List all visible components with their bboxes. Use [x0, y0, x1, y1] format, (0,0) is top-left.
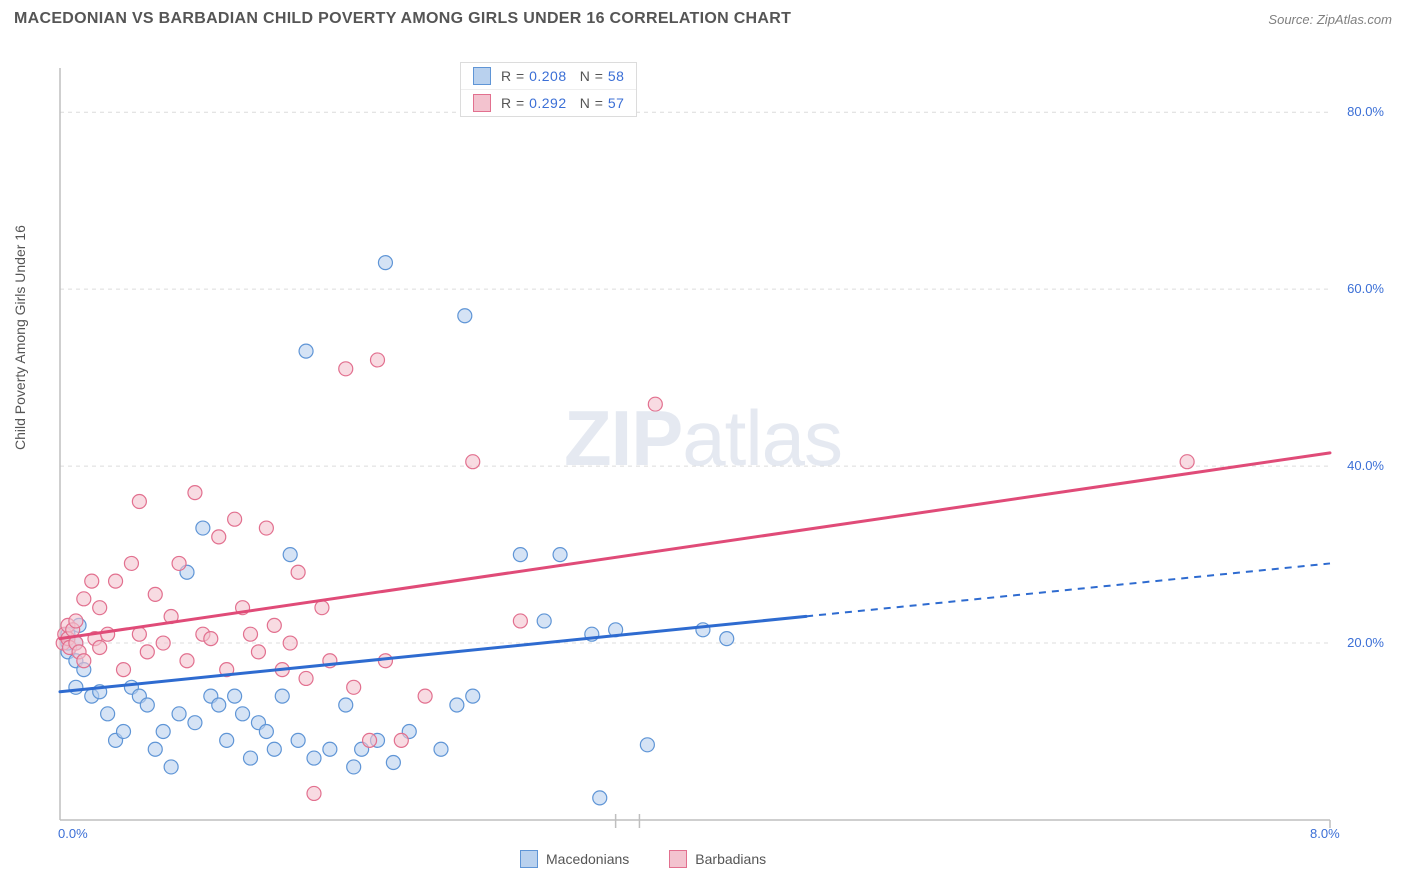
y-tick-label: 20.0% — [1347, 635, 1384, 650]
legend-label: Macedonians — [546, 851, 629, 867]
stats-text: R = 0.208 N = 58 — [501, 68, 624, 84]
legend-swatch — [473, 67, 491, 85]
source-attribution: Source: ZipAtlas.com — [1268, 12, 1392, 27]
x-tick-label: 8.0% — [1310, 826, 1340, 841]
legend-swatch — [520, 850, 538, 868]
chart-title: MACEDONIAN VS BARBADIAN CHILD POVERTY AM… — [14, 10, 791, 28]
source-link[interactable]: ZipAtlas.com — [1317, 12, 1392, 27]
y-axis-label: Child Poverty Among Girls Under 16 — [12, 225, 28, 450]
stats-row: R = 0.292 N = 57 — [461, 89, 636, 116]
legend-swatch — [669, 850, 687, 868]
chart-area: 20.0% 40.0% 60.0% 80.0% 0.0% 8.0% — [50, 60, 1390, 840]
stats-text: R = 0.292 N = 57 — [501, 95, 624, 111]
x-tick-label: 0.0% — [58, 826, 88, 841]
y-tick-label: 80.0% — [1347, 104, 1384, 119]
scatter-chart — [50, 60, 1390, 840]
stats-legend: R = 0.208 N = 58 R = 0.292 N = 57 — [460, 62, 637, 117]
series-legend: Macedonians Barbadians — [520, 850, 766, 868]
y-tick-label: 40.0% — [1347, 458, 1384, 473]
legend-item: Barbadians — [669, 850, 766, 868]
y-tick-label: 60.0% — [1347, 281, 1384, 296]
legend-item: Macedonians — [520, 850, 629, 868]
source-label: Source: — [1268, 12, 1313, 27]
legend-swatch — [473, 94, 491, 112]
title-bar: MACEDONIAN VS BARBADIAN CHILD POVERTY AM… — [0, 0, 1406, 34]
stats-row: R = 0.208 N = 58 — [461, 63, 636, 89]
legend-label: Barbadians — [695, 851, 766, 867]
